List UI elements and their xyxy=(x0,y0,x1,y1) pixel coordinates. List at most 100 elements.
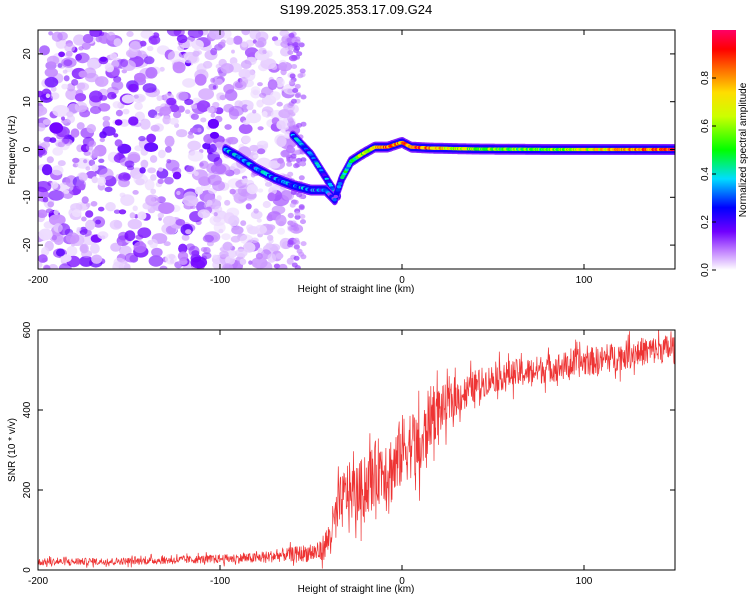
noise-blob xyxy=(210,163,227,175)
noise-blob xyxy=(242,242,256,253)
noise-blob xyxy=(294,93,301,99)
noise-blob xyxy=(293,255,300,261)
noise-blob xyxy=(61,83,69,90)
colorbar-gradient xyxy=(712,30,736,270)
noise-blob xyxy=(194,73,207,86)
noise-blob xyxy=(229,188,236,195)
noise-blob xyxy=(235,248,248,258)
noise-blob xyxy=(294,45,301,51)
noise-blob xyxy=(107,91,117,100)
noise-blob xyxy=(246,104,254,111)
noise-blob xyxy=(48,214,66,226)
noise-blob xyxy=(166,97,177,106)
noise-blob xyxy=(146,45,154,52)
noise-blob xyxy=(158,149,166,159)
y-tick-label: 600 xyxy=(22,321,33,338)
noise-blob xyxy=(212,180,226,192)
x-tick-label: 100 xyxy=(576,576,593,587)
noise-blob xyxy=(50,92,60,100)
noise-blob xyxy=(296,157,302,163)
noise-blob xyxy=(120,58,129,68)
noise-blob xyxy=(278,263,288,269)
noise-blob xyxy=(90,243,100,254)
noise-blob xyxy=(113,133,119,138)
noise-blob xyxy=(187,134,195,139)
noise-blob xyxy=(114,139,123,147)
noise-blob xyxy=(142,83,157,93)
noise-blob xyxy=(231,49,235,54)
noise-blob xyxy=(149,155,158,163)
noise-blob xyxy=(91,149,100,158)
noise-blob xyxy=(85,219,96,231)
noise-blob xyxy=(222,263,234,269)
noise-blob xyxy=(206,199,213,206)
noise-blob xyxy=(154,114,161,119)
noise-blob xyxy=(85,144,94,151)
noise-blob xyxy=(220,63,234,74)
noise-blob xyxy=(212,101,220,109)
noise-blob xyxy=(228,108,240,120)
noise-blob xyxy=(150,124,160,132)
noise-blob xyxy=(139,40,147,47)
noise-blob xyxy=(134,72,146,83)
noise-blob xyxy=(222,241,233,251)
noise-blob xyxy=(111,80,124,91)
noise-blob xyxy=(257,82,263,87)
noise-blob xyxy=(298,251,305,257)
noise-blob xyxy=(38,105,48,116)
noise-blob xyxy=(75,179,87,190)
noise-blob xyxy=(293,163,300,169)
noise-blob xyxy=(244,69,256,81)
noise-blob xyxy=(178,243,188,254)
noise-blob xyxy=(163,241,171,247)
noise-blob xyxy=(294,240,301,245)
noise-blob xyxy=(98,56,109,65)
noise-blob xyxy=(221,233,231,241)
noise-blob xyxy=(111,60,120,68)
noise-blob xyxy=(261,111,268,117)
x-tick-label: -200 xyxy=(28,576,48,587)
noise-blob xyxy=(292,222,299,228)
noise-blob xyxy=(90,106,102,115)
noise-blob xyxy=(94,76,109,87)
noise-blob xyxy=(91,164,99,172)
noise-blob xyxy=(294,83,301,89)
noise-blob xyxy=(241,41,248,48)
noise-blob xyxy=(78,46,84,51)
noise-blob xyxy=(294,149,301,155)
noise-blob xyxy=(220,39,226,45)
noise-blob xyxy=(51,165,64,176)
noise-blob xyxy=(156,95,163,101)
noise-blob xyxy=(39,45,50,56)
y-tick-label: 10 xyxy=(22,96,33,108)
noise-blob xyxy=(41,246,50,257)
noise-blob xyxy=(80,244,88,253)
noise-blob xyxy=(144,179,155,191)
noise-blob xyxy=(194,186,204,195)
noise-blob xyxy=(63,189,70,194)
noise-blob xyxy=(71,79,79,86)
noise-blob xyxy=(176,34,188,44)
noise-blob xyxy=(257,247,263,253)
noise-blob xyxy=(278,109,291,119)
noise-blob xyxy=(169,117,179,125)
noise-blob xyxy=(114,119,123,126)
colorbar-tick-label: 0.4 xyxy=(700,167,711,181)
noise-blob xyxy=(275,214,287,227)
noise-blob xyxy=(187,140,201,151)
noise-blob xyxy=(294,211,301,217)
noise-blob xyxy=(124,230,136,242)
noise-blob xyxy=(79,255,94,267)
noise-blob xyxy=(52,105,70,117)
noise-blob xyxy=(119,192,126,198)
noise-blob xyxy=(182,78,196,88)
snr-series-line xyxy=(38,330,675,569)
noise-blob xyxy=(87,58,100,70)
noise-blob xyxy=(163,215,176,226)
noise-blob xyxy=(102,120,111,128)
noise-blob xyxy=(297,73,304,79)
noise-blob xyxy=(225,255,236,265)
noise-blob xyxy=(166,159,172,164)
noise-blob xyxy=(134,102,143,110)
noise-blob xyxy=(233,168,241,175)
